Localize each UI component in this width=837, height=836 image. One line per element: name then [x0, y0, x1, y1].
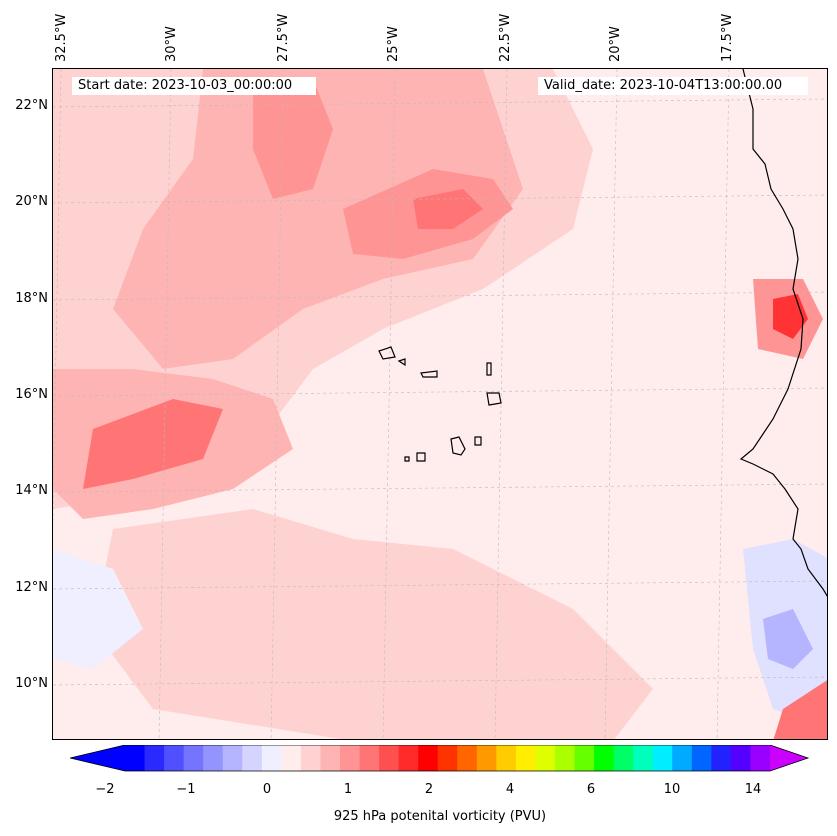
colorbar-swatch	[652, 745, 673, 771]
pv-region-coast-neg-deep	[763, 609, 813, 669]
coastline	[378, 69, 827, 597]
pv-region-core-20n	[413, 189, 483, 229]
lat-label-16n: 16°N	[15, 387, 48, 402]
colorbar-swatch	[535, 745, 556, 771]
longitude-gridline	[53, 69, 62, 534]
colorbar-swatch	[633, 745, 654, 771]
lon-label-30w: 30°W	[164, 26, 179, 62]
lon-label-25w: 25°W	[386, 26, 401, 62]
lat-label-22n: 22°N	[15, 98, 48, 113]
start-date-label: Start date: 2023-10-03_00:00:00	[72, 77, 316, 95]
island-boa-vista	[486, 392, 502, 406]
colorbar-swatch	[320, 745, 341, 771]
colorbar-tick-label: 6	[586, 782, 596, 797]
colorbar-swatch	[672, 745, 693, 771]
lat-label-10n: 10°N	[15, 676, 48, 691]
colorbar-swatch	[125, 745, 146, 771]
island-brava	[404, 456, 410, 462]
colorbar-swatch	[203, 745, 224, 771]
colorbar-swatch	[476, 745, 497, 771]
colorbar-swatch	[496, 745, 517, 771]
colorbar-tick-label: 14	[744, 782, 762, 797]
colorbar-swatch	[555, 745, 576, 771]
pv-region-core-15n	[83, 399, 223, 489]
colorbar-swatch	[222, 745, 243, 771]
island-sao-vicente	[397, 358, 406, 367]
colorbar-swatch	[515, 745, 536, 771]
island-sal	[486, 362, 492, 376]
colorbar-swatch	[379, 745, 400, 771]
lon-label-27-5w: 27.5°W	[276, 13, 291, 62]
colorbar-extend-low	[70, 745, 125, 771]
colorbar-swatch	[613, 745, 634, 771]
colorbar-tick-label: 10	[663, 782, 681, 797]
colorbar-swatch	[691, 745, 712, 771]
colorbar-tick-label: −1	[176, 782, 196, 797]
pv-region-coast-max-core	[773, 294, 808, 339]
map-canvas	[53, 69, 827, 739]
island-maio	[474, 436, 482, 446]
lat-label-14n: 14°N	[15, 483, 48, 498]
colorbar-swatch	[164, 745, 185, 771]
colorbar-tick-label: 2	[424, 782, 434, 797]
colorbar-extend-high	[770, 745, 808, 771]
pv-region-southeast-max	[773, 680, 827, 739]
lon-label-22-5w: 22.5°W	[498, 13, 513, 62]
colorbar-swatch	[750, 745, 771, 771]
colorbar-swatch	[261, 745, 282, 771]
pv-region-southwest-neg	[53, 549, 143, 669]
lon-label-20w: 20°W	[608, 26, 623, 62]
colorbar-swatch	[594, 745, 615, 771]
longitude-gridline	[494, 69, 508, 739]
map-plot-area	[52, 68, 828, 740]
colorbar	[70, 745, 810, 772]
valid-date-label: Valid_date: 2023-10-04T13:00:00.00	[538, 77, 808, 95]
colorbar-swatch	[144, 745, 165, 771]
gridlines	[53, 69, 827, 739]
lat-label-12n: 12°N	[15, 580, 48, 595]
colorbar-swatch	[398, 745, 419, 771]
pv-contour-fields	[53, 69, 827, 739]
colorbar-swatch	[711, 745, 732, 771]
colorbar-swatch	[574, 745, 595, 771]
lat-label-20n: 20°N	[15, 194, 48, 209]
colorbar-swatch	[183, 745, 204, 771]
lat-label-18n: 18°N	[15, 291, 48, 306]
colorbar-swatch	[359, 745, 380, 771]
pv-region-south-mottle	[93, 509, 653, 739]
island-santiago	[450, 436, 466, 456]
island-santo-antao	[378, 346, 396, 360]
colorbar-tick-label: −2	[95, 782, 115, 797]
island-fogo	[416, 452, 426, 462]
colorbar-swatch	[300, 745, 321, 771]
lon-label-32-5w: 32.5°W	[54, 13, 69, 62]
colorbar-swatch	[340, 745, 361, 771]
colorbar-tick-label: 4	[505, 782, 515, 797]
colorbar-swatch	[418, 745, 439, 771]
colorbar-tick-label: 1	[343, 782, 353, 797]
pv-region-north-peak	[253, 79, 333, 199]
colorbar-outline	[70, 745, 810, 772]
colorbar-swatch	[730, 745, 751, 771]
colorbar-swatch	[437, 745, 458, 771]
colorbar-label: 925 hPa potenital vorticity (PVU)	[333, 809, 547, 824]
lon-label-17-5w: 17.5°W	[720, 13, 735, 62]
longitude-gridline	[604, 69, 618, 739]
longitude-gridline	[270, 69, 284, 739]
colorbar-tick-label: 0	[262, 782, 272, 797]
pv-region-northwest-strong	[113, 69, 523, 369]
island-sao-nicolau	[420, 370, 438, 378]
africa-coastline	[739, 69, 827, 597]
colorbar-swatch	[457, 745, 478, 771]
longitude-gridline	[158, 69, 172, 739]
longitude-gridline	[716, 69, 730, 739]
longitude-gridline	[382, 69, 396, 739]
colorbar-swatch	[281, 745, 302, 771]
colorbar-swatch	[242, 745, 263, 771]
